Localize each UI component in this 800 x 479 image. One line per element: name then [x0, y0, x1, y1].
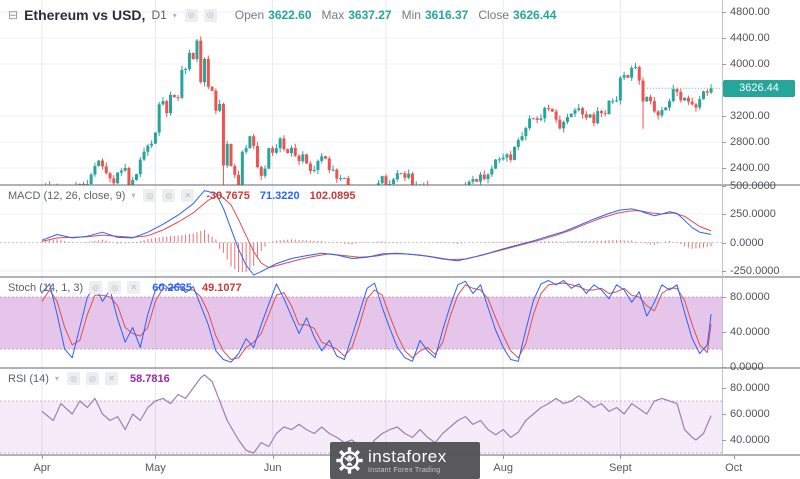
axis-tick-label: 2800.00: [730, 136, 770, 149]
axis-tick-label: 250.0000: [730, 208, 776, 220]
time-tick-mark: [733, 455, 735, 459]
eye-icon[interactable]: ◎: [89, 281, 103, 294]
max-label: Max: [321, 8, 345, 22]
time-label-oct: Oct: [725, 462, 743, 474]
axis-tick-mark: [722, 366, 726, 368]
axis-tick-mark: [722, 440, 726, 441]
gear-icon[interactable]: ◎: [162, 189, 176, 202]
min-label: Min: [401, 8, 421, 22]
axis-tick-label: 3200.00: [730, 110, 770, 123]
max-value: 3637.27: [348, 8, 392, 22]
symbol-title[interactable]: Ethereum vs USD,: [24, 7, 146, 23]
stoch-values: 60.2635 49.1077: [152, 282, 242, 294]
axis-tick-label: 40.0000: [730, 325, 770, 338]
macd-values: -30.7675 71.3220 102.0895: [206, 190, 355, 202]
axis-tick-mark: [722, 388, 726, 389]
axis-tick-mark: [722, 142, 726, 144]
macd-header: MACD (12, 26, close, 9) ▾ ◎ ◎ ✕ -30.7675…: [8, 189, 355, 202]
time-label-apr: Apr: [33, 462, 51, 474]
macd-signal-value: 102.0895: [309, 189, 356, 202]
chevron-down-icon[interactable]: ▾: [54, 374, 59, 383]
watermark-tagline: Instant Forex Trading: [368, 466, 441, 474]
axis-tick-mark: [722, 414, 726, 415]
axis-tick-label: 4800.00: [730, 6, 770, 19]
axis-tick-label: 0.0000: [730, 360, 764, 373]
axis-tick-label: 4400.00: [730, 32, 770, 45]
time-tick-mark: [503, 455, 505, 459]
axis-tick-mark: [722, 331, 726, 333]
ohlc-readout: Open 3622.60 Max 3637.27 Min 3616.37 Close 3…: [235, 8, 557, 22]
axis-tick-label: 500.0000: [730, 179, 776, 192]
close-value: 3626.44: [513, 8, 557, 22]
settings-icon[interactable]: ◎: [203, 8, 217, 22]
close-icon[interactable]: ✕: [127, 281, 141, 294]
axis-tick-mark: [722, 38, 726, 40]
open-value: 3622.60: [268, 8, 312, 22]
time-tick-mark: [155, 455, 157, 459]
current-price-badge: 3626.44: [723, 79, 795, 97]
min-value: 3616.37: [424, 8, 469, 22]
close-icon[interactable]: ✕: [104, 372, 118, 385]
gear-icon[interactable]: ◎: [108, 281, 122, 294]
watermark-name: instaforex: [368, 446, 447, 466]
snapshot-icon[interactable]: ◎: [184, 8, 198, 22]
axis-tick-mark: [722, 64, 726, 66]
rsi-values: 58.7816: [130, 373, 170, 385]
collapse-icon[interactable]: ⊟: [8, 8, 19, 22]
stoch-k-value: 60.2635: [152, 281, 192, 294]
instaforex-watermark: instaforex Instant Forex Trading: [330, 442, 480, 479]
axis-tick-label: 80.0000: [730, 290, 770, 303]
axis-tick-label: -250.0000: [730, 265, 780, 277]
open-label: Open: [234, 8, 265, 22]
time-tick-mark: [42, 455, 43, 459]
time-tick-mark: [272, 455, 274, 459]
axis-tick-mark: [722, 12, 726, 14]
symbol-header: ⊟ Ethereum vs USD, D1 ▾ ◎ ◎ Open 3622.60 …: [8, 7, 556, 23]
axis-tick-mark: [722, 168, 726, 170]
rsi-title[interactable]: RSI (14): [8, 372, 49, 385]
stoch-title[interactable]: Stoch (14, 1, 3): [8, 281, 84, 294]
eye-icon[interactable]: ◎: [66, 372, 80, 385]
time-label-jun: Jun: [263, 462, 282, 474]
candlesticks: [45, 36, 722, 185]
stoch-d-value: 49.1077: [201, 281, 242, 294]
eye-icon[interactable]: ◎: [143, 189, 157, 202]
rsi-value: 58.7816: [129, 372, 170, 385]
time-label-aug: Aug: [493, 462, 513, 474]
stoch-header: Stoch (14, 1, 3) ◎ ◎ ✕ 60.2635 49.1077: [8, 281, 242, 294]
axis-tick-label: 60.0000: [730, 408, 770, 420]
close-label: Close: [478, 8, 510, 22]
close-icon[interactable]: ✕: [181, 189, 195, 202]
time-tick-mark: [620, 455, 622, 459]
axis-tick-mark: [722, 242, 726, 244]
axis-tick-label: 80.0000: [730, 382, 770, 394]
axis-tick-mark: [722, 116, 726, 118]
macd-line-value: 71.3220: [259, 189, 300, 202]
gear-icon[interactable]: ◎: [85, 372, 99, 385]
axis-tick-label: 4000.00: [730, 58, 770, 71]
timeframe-label[interactable]: D1: [151, 8, 167, 22]
axis-tick-label: 2400.00: [730, 162, 770, 175]
axis-tick-mark: [722, 185, 726, 187]
axis-tick-label: 0.0000: [730, 236, 764, 249]
time-label-sept: Sept: [609, 462, 632, 474]
rsi-header: RSI (14) ▾ ◎ ◎ ✕ 58.7816: [8, 372, 170, 385]
chevron-down-icon[interactable]: ▾: [172, 10, 177, 20]
axis-tick-label: 40.0000: [730, 434, 770, 446]
axis-tick-mark: [722, 296, 726, 298]
macd-hist-value: -30.7675: [206, 189, 250, 202]
macd-title[interactable]: MACD (12, 26, close, 9): [8, 189, 126, 202]
axis-tick-mark: [722, 271, 726, 272]
instaforex-gear-logo: [336, 447, 363, 474]
chevron-down-icon[interactable]: ▾: [131, 191, 136, 200]
time-label-may: May: [145, 462, 166, 474]
axis-tick-mark: [722, 214, 726, 215]
